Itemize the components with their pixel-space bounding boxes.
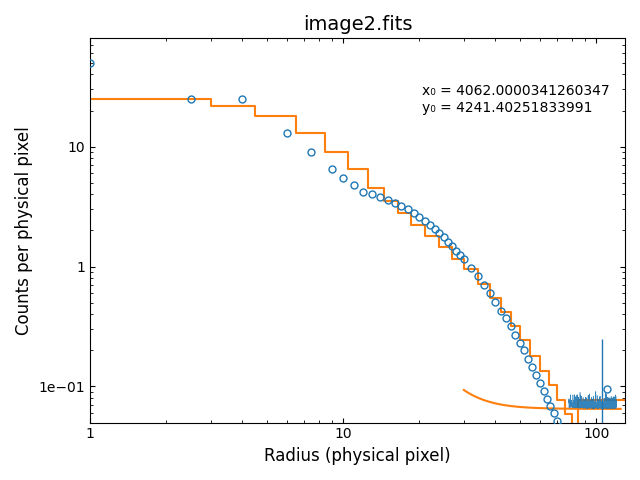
- Text: x₀ = 4062.0000341260347
y₀ = 4241.40251833991: x₀ = 4062.0000341260347 y₀ = 4241.402518…: [422, 84, 609, 115]
- Y-axis label: Counts per physical pixel: Counts per physical pixel: [15, 126, 33, 335]
- Title: image2.fits: image2.fits: [303, 15, 412, 34]
- X-axis label: Radius (physical pixel): Radius (physical pixel): [264, 447, 451, 465]
